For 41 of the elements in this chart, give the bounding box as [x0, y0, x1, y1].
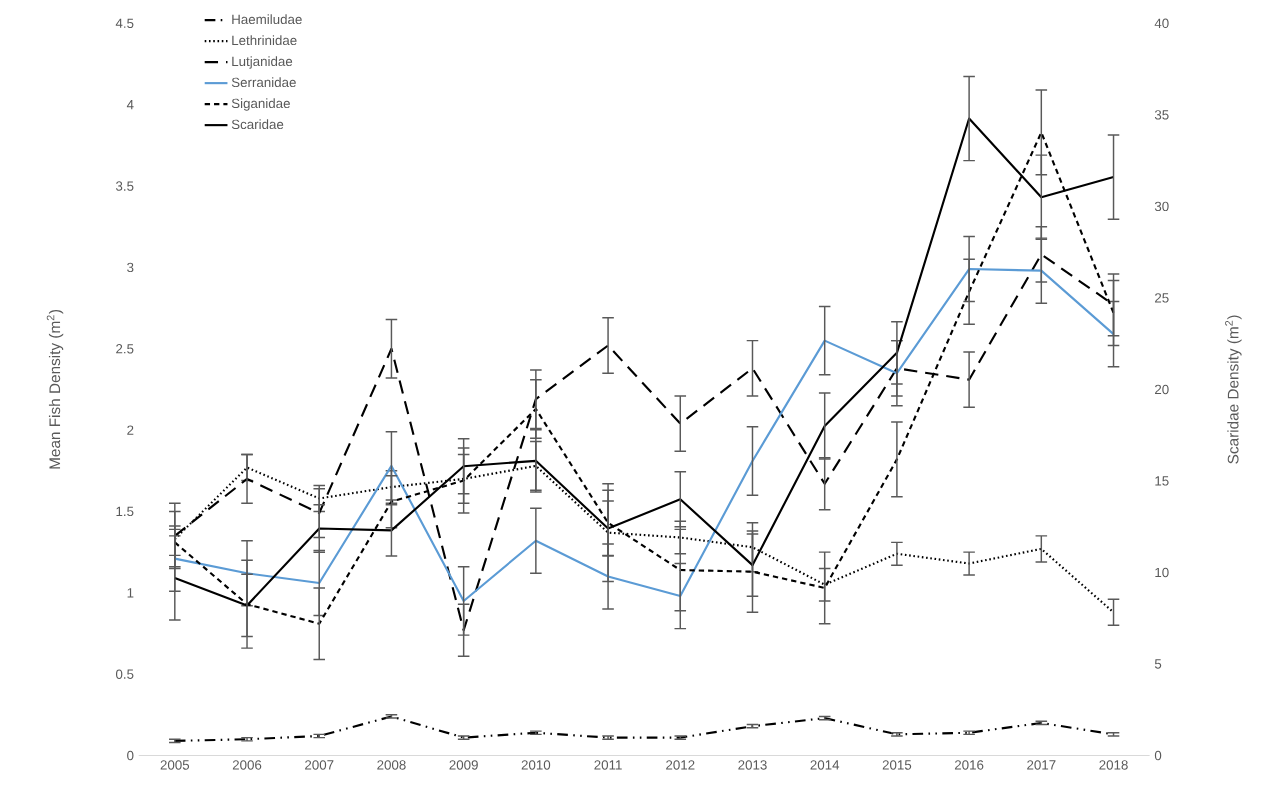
x-tick-label: 2007: [305, 760, 334, 770]
y-tick-label: 1.5: [116, 507, 134, 517]
y-tick-label: 4: [126, 100, 134, 110]
y2-tick-label: 35: [1154, 110, 1169, 120]
legend-label: Haemiludae: [232, 14, 302, 25]
y2-tick-label: 10: [1155, 567, 1169, 578]
x-tick-label: 2011: [594, 760, 622, 770]
x-tick-label: 2015: [882, 760, 912, 770]
x-tick-label: 2012: [666, 760, 695, 770]
y2-tick-label: 0: [1154, 751, 1162, 761]
y2-tick-label: 20: [1155, 384, 1169, 395]
y2-tick-label: 30: [1154, 201, 1169, 212]
x-tick-label: 2017: [1027, 760, 1056, 770]
x-tick-label: 2006: [232, 760, 262, 770]
legend-label: Scaridae: [231, 119, 284, 130]
x-tick-label: 2014: [810, 760, 840, 770]
legend-label: Lethrinidae: [232, 35, 297, 46]
x-tick-label: 2018: [1099, 760, 1128, 770]
y-tick-label: 2: [127, 425, 134, 435]
y-tick-label: 0: [127, 751, 134, 761]
legend-label: Siganidae: [231, 98, 290, 111]
y-tick-label: 0.5: [115, 669, 134, 680]
y-tick-label: 3.5: [115, 181, 134, 191]
x-tick-label: 2008: [377, 760, 406, 770]
x-tick-label: 2005: [160, 760, 190, 770]
x-tick-label: 2010: [521, 760, 551, 770]
legend-label: Serranidae: [231, 77, 296, 88]
y2-tick-label: 5: [1154, 659, 1162, 669]
x-tick-label: 2013: [738, 760, 767, 770]
y-tick-label: 3: [127, 262, 134, 273]
y-axis-title: Mean Fish Density (m$^{2}$): [46, 310, 64, 469]
x-tick-label: 2009: [449, 760, 478, 770]
y2-tick-label: 25: [1155, 293, 1169, 303]
y-tick-label: 4.5: [115, 18, 134, 29]
y-tick-label: 1: [127, 588, 134, 598]
y2-tick-label: 40: [1154, 18, 1169, 29]
x-tick-label: 2016: [954, 760, 984, 770]
y2-axis-title: Scaridae Density (m$^{2}$): [1225, 315, 1242, 464]
y-tick-label: 2.5: [116, 344, 134, 354]
legend-label: Lutjanidae: [232, 56, 293, 69]
y2-tick-label: 15: [1155, 476, 1169, 486]
